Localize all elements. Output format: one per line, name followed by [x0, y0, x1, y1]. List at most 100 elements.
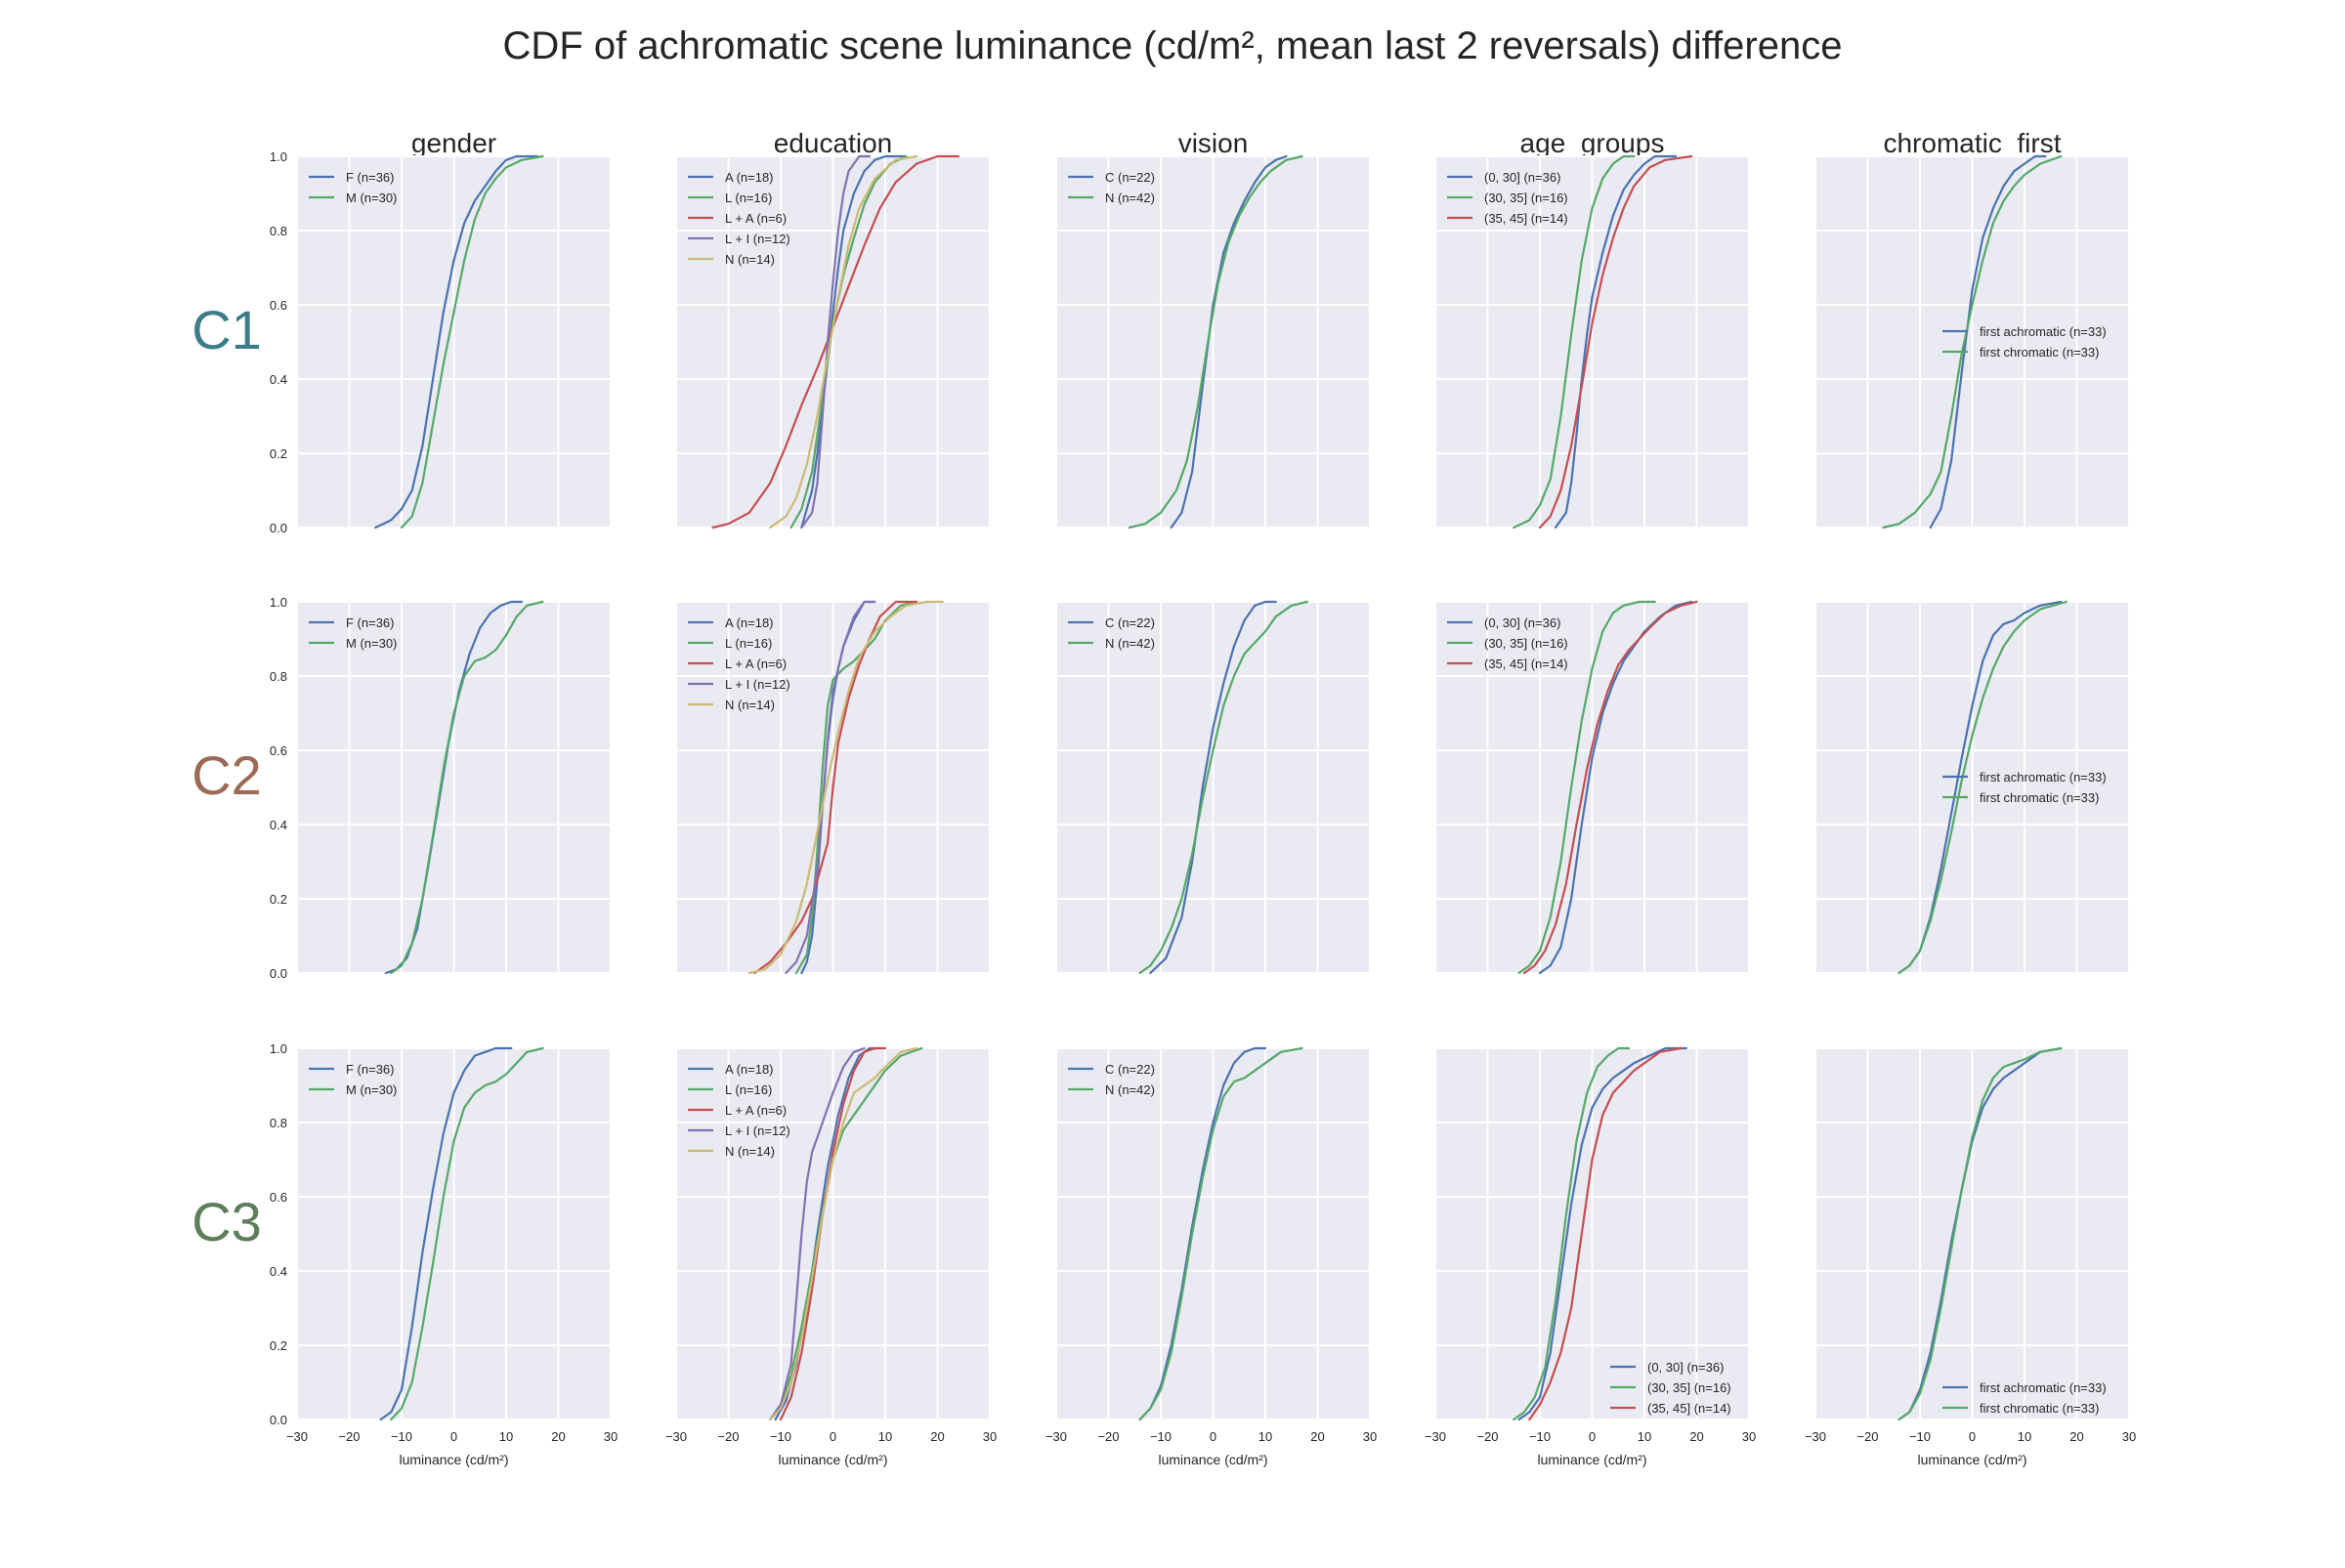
legend: (0, 30] (n=36) (30, 35] (n=16) (35, 45] (n… — [1447, 170, 1568, 226]
series-line — [400, 154, 544, 530]
column-title: age_groups — [1520, 128, 1665, 158]
series-line — [1138, 1046, 1303, 1421]
series-line — [800, 154, 872, 530]
panel-C1-chromatic_first: first achromatic (n=33) first chromatic (… — [1814, 154, 2130, 530]
legend: C (n=22) N (n=42) — [1068, 615, 1155, 651]
x-tick-label: 0 — [830, 1429, 836, 1444]
legend-label: L (n=16) — [725, 1082, 772, 1097]
y-tick-label: 0.0 — [270, 521, 287, 535]
legend-label: M (n=30) — [346, 636, 397, 651]
y-tick-label: 0.6 — [270, 743, 287, 758]
x-axis-label: luminance (cd/m²) — [399, 1452, 508, 1467]
x-tick-label: 30 — [604, 1429, 618, 1444]
series-line — [779, 1046, 887, 1421]
legend: F (n=36) M (n=30) — [309, 170, 397, 205]
column-title: education — [774, 128, 892, 158]
x-tick-label: −10 — [391, 1429, 412, 1444]
x-tick-label: −10 — [1529, 1429, 1551, 1444]
legend-label: N (n=14) — [725, 1144, 775, 1159]
legend-label: A (n=18) — [725, 615, 774, 630]
legend-label: L (n=16) — [725, 636, 772, 651]
x-tick-label: 20 — [930, 1429, 944, 1444]
panel-C3-education: −30 −20 −10 0 10 20 30 luminance (cd/m²) A (n=18… — [665, 1046, 997, 1467]
x-tick-label: 30 — [2122, 1429, 2136, 1444]
panel-C2-education: A (n=18) L (n=16) L + A (n=6) L + I (n=12) N… — [675, 600, 991, 975]
legend-label: A (n=18) — [725, 1062, 774, 1077]
legend: F (n=36) M (n=30) — [309, 1062, 397, 1097]
x-tick-label: 20 — [2069, 1429, 2083, 1444]
series-line — [753, 600, 918, 975]
series-line — [769, 1046, 866, 1421]
y-tick-label: 0.8 — [270, 224, 287, 238]
legend-label: M (n=30) — [346, 1082, 397, 1097]
x-tick-label: −30 — [1805, 1429, 1826, 1444]
x-tick-label: 30 — [1363, 1429, 1377, 1444]
y-tick-label: 0.0 — [270, 1413, 287, 1427]
y-tick-label: 0.0 — [270, 966, 287, 981]
legend-label: L + I (n=12) — [725, 677, 790, 692]
x-tick-label: 20 — [551, 1429, 565, 1444]
series-line — [769, 154, 918, 530]
legend-label: F (n=36) — [346, 170, 395, 185]
legend-label: N (n=42) — [1105, 636, 1155, 651]
series-line — [379, 1046, 513, 1421]
legend-label: L (n=16) — [725, 191, 772, 205]
legend: (0, 30] (n=36) (30, 35] (n=16) (35, 45] (n… — [1447, 615, 1568, 671]
series-line — [1513, 154, 1636, 530]
x-axis-label: luminance (cd/m²) — [1537, 1452, 1646, 1467]
panel-C2-age_groups: (0, 30] (n=36) (30, 35] (n=16) (35, 45] (n… — [1434, 600, 1750, 975]
series-line — [374, 154, 539, 530]
legend: (0, 30] (n=36) (30, 35] (n=16) (35, 45] (n… — [1610, 1360, 1731, 1416]
legend-label: C (n=22) — [1105, 1062, 1155, 1077]
legend-label: (30, 35] (n=16) — [1484, 636, 1568, 651]
x-tick-label: 10 — [878, 1429, 892, 1444]
series-line — [1897, 600, 2068, 975]
legend: first achromatic (n=33) first chromatic (… — [1942, 324, 2107, 360]
panel-C1-age_groups: (0, 30] (n=36) (30, 35] (n=16) (35, 45] (n… — [1434, 154, 1750, 530]
x-tick-label: −30 — [1045, 1429, 1067, 1444]
panel-C2-chromatic_first: first achromatic (n=33) first chromatic (… — [1814, 600, 2130, 975]
legend-label: first chromatic (n=33) — [1980, 1401, 2099, 1416]
series-line — [769, 1046, 918, 1421]
row-label: C1 — [192, 299, 262, 360]
column-title: vision — [1178, 128, 1249, 158]
legend-label: (30, 35] (n=16) — [1484, 191, 1568, 205]
legend-label: L + I (n=12) — [725, 232, 790, 246]
legend: A (n=18) L (n=16) L + A (n=6) L + I (n=12) N… — [688, 170, 790, 267]
series-line — [785, 600, 876, 975]
legend-label: (35, 45] (n=14) — [1484, 211, 1568, 226]
legend-label: (35, 45] (n=14) — [1484, 657, 1568, 671]
legend-label: A (n=18) — [725, 170, 774, 185]
legend: first achromatic (n=33) first chromatic (… — [1942, 770, 2107, 805]
y-tick-label: 0.4 — [270, 372, 287, 387]
x-tick-label: 30 — [1742, 1429, 1756, 1444]
y-tick-label: 0.2 — [270, 446, 287, 461]
panel-C1-gender: 0.0 0.2 0.4 0.6 0.8 1.0 F (n=36) M (n=30) — [270, 149, 612, 535]
x-axis-label: luminance (cd/m²) — [1917, 1452, 2026, 1467]
row-label: C2 — [192, 744, 262, 806]
legend-label: (30, 35] (n=16) — [1647, 1380, 1731, 1395]
y-tick-label: 1.0 — [270, 149, 287, 164]
legend-label: L + I (n=12) — [725, 1123, 790, 1138]
legend-label: C (n=22) — [1105, 615, 1155, 630]
y-tick-label: 0.4 — [270, 1264, 287, 1279]
legend-label: M (n=30) — [346, 191, 397, 205]
series-line — [390, 1046, 544, 1421]
series-line — [1554, 154, 1678, 530]
row-label: C3 — [192, 1191, 262, 1252]
series-line — [800, 154, 908, 530]
legend-label: N (n=42) — [1105, 191, 1155, 205]
legend: C (n=22) N (n=42) — [1068, 1062, 1155, 1097]
y-tick-label: 0.6 — [270, 298, 287, 313]
panel-C3-age_groups: −30 −20 −10 0 10 20 30 luminance (cd/m²) (0, 30]… — [1425, 1046, 1756, 1467]
series-line — [1882, 154, 2063, 530]
x-tick-label: −10 — [1909, 1429, 1931, 1444]
x-tick-label: −20 — [717, 1429, 739, 1444]
x-tick-label: 0 — [1210, 1429, 1216, 1444]
panel-C3-chromatic_first: −30 −20 −10 0 10 20 30 luminance (cd/m²) first a… — [1805, 1046, 2136, 1467]
legend-label: L + A (n=6) — [725, 657, 787, 671]
series-line — [390, 600, 544, 975]
x-tick-label: 30 — [983, 1429, 997, 1444]
series-line — [747, 600, 944, 975]
series-line — [1929, 154, 2047, 530]
